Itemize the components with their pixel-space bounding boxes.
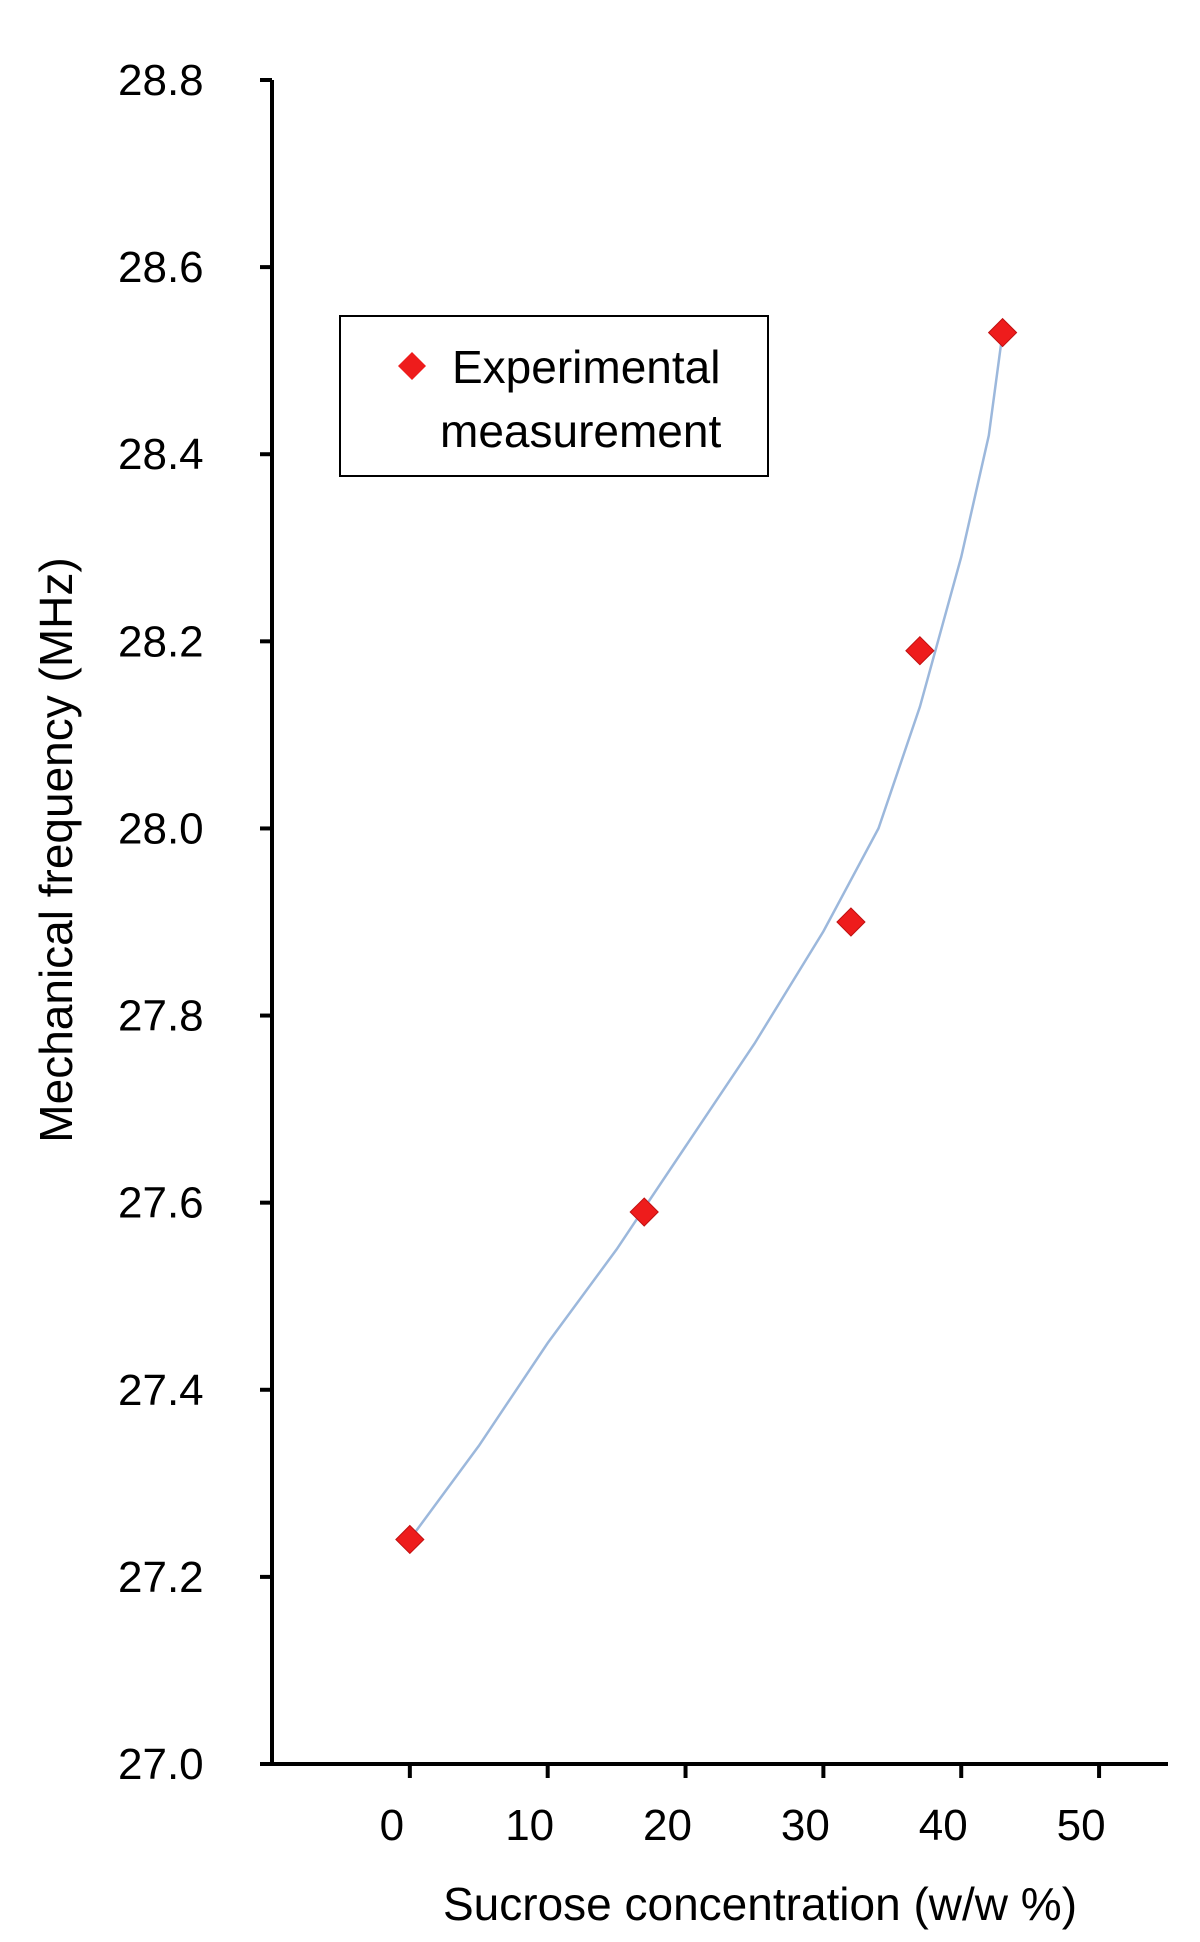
legend-label-line1: Experimental	[452, 341, 720, 393]
y-axis-ticks: 27.0 27.2 27.4 27.6 27.8 28.0 28.2 28.4 28.6 28.8	[118, 56, 272, 1789]
x-tick-label: 10	[505, 1801, 554, 1850]
y-tick-label: 27.2	[118, 1553, 204, 1602]
x-axis-ticks: 0 10 20 30 40 50	[380, 1764, 1106, 1850]
data-point	[836, 907, 866, 937]
y-tick-label: 28.6	[118, 243, 204, 292]
y-tick-label: 28.2	[118, 617, 204, 666]
x-tick-label: 50	[1057, 1801, 1106, 1850]
x-tick-label: 40	[919, 1801, 968, 1850]
legend-label-line2: measurement	[440, 405, 721, 457]
x-tick-label: 30	[781, 1801, 830, 1850]
y-tick-label: 27.8	[118, 992, 204, 1041]
legend: Experimental measurement	[339, 315, 769, 477]
y-tick-label: 28.0	[118, 804, 204, 853]
y-tick-label: 27.4	[118, 1366, 204, 1415]
x-axis-title: Sucrose concentration (w/w %)	[443, 1878, 1077, 1930]
data-point	[395, 1524, 425, 1555]
axes	[270, 80, 1168, 1766]
data-point	[905, 635, 935, 666]
legend-marker	[398, 352, 426, 380]
y-tick-label: 28.8	[118, 56, 204, 105]
data-point	[987, 317, 1018, 348]
y-tick-label: 27.0	[118, 1740, 204, 1789]
y-tick-label: 28.4	[118, 430, 204, 479]
data-point	[629, 1197, 659, 1227]
x-tick-label: 0	[380, 1801, 404, 1850]
trendline	[408, 332, 1004, 1541]
y-axis-title: Mechanical frequency (MHz)	[30, 557, 82, 1142]
y-tick-label: 27.6	[118, 1179, 204, 1228]
x-tick-label: 20	[643, 1801, 692, 1850]
legend-box	[339, 315, 769, 477]
data-points	[395, 317, 1018, 1555]
